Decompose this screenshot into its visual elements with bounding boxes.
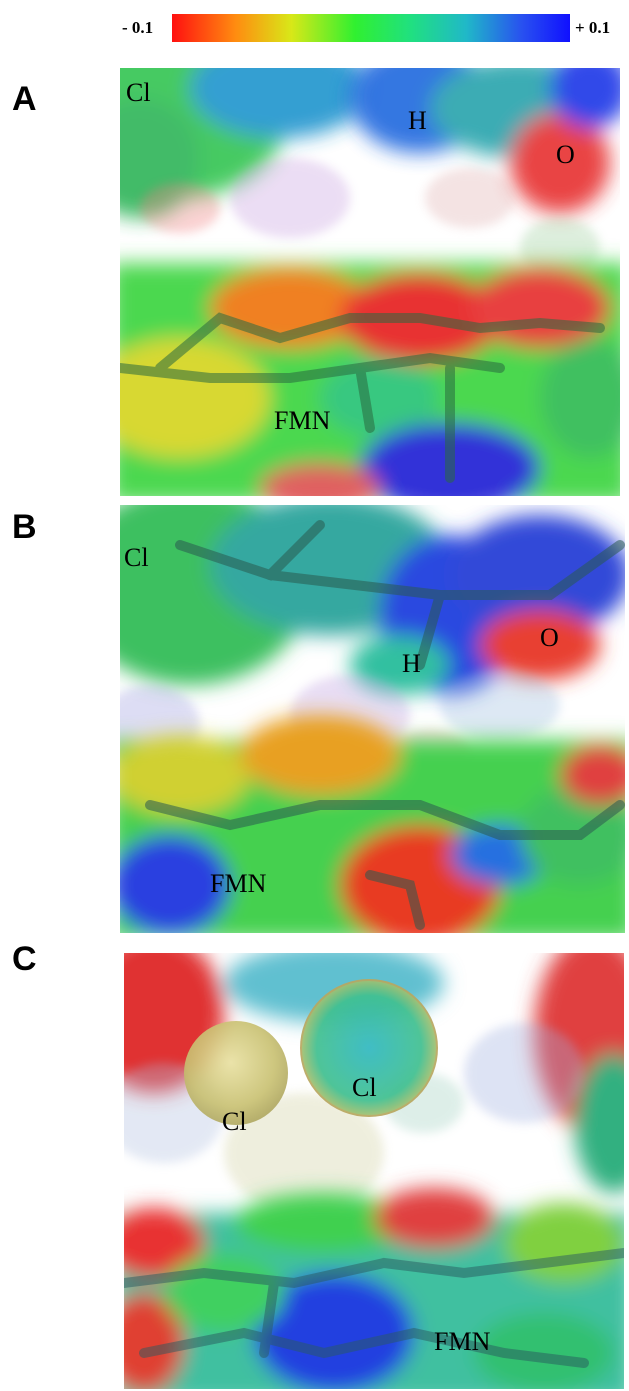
- atom-label-fmn: FMN: [274, 406, 331, 435]
- atom-label-cl-2: Cl: [352, 1073, 377, 1102]
- panel-b: Cl H O FMN: [120, 505, 625, 933]
- panel-c-surface-render: [124, 953, 624, 1389]
- panel-c: Cl Cl FMN: [124, 953, 624, 1389]
- panel-a-surface-render: [120, 68, 620, 496]
- atom-label-cl: Cl: [126, 78, 151, 107]
- atom-label-h: H: [408, 106, 427, 135]
- atom-label-fmn: FMN: [210, 869, 267, 898]
- scale-gradient-bar: [172, 14, 570, 42]
- panel-a: Cl H O FMN: [120, 68, 620, 496]
- panel-a-letter: A: [12, 80, 37, 118]
- atom-label-o: O: [540, 623, 559, 652]
- scale-max-label: + 0.1: [575, 18, 611, 37]
- atom-label-fmn: FMN: [434, 1327, 491, 1356]
- potential-color-scale: - 0.1 + 0.1: [0, 8, 629, 42]
- atom-label-cl: Cl: [124, 543, 149, 572]
- panel-b-letter: B: [12, 508, 37, 546]
- atom-label-h: H: [402, 649, 421, 678]
- scale-min-label: - 0.1: [122, 18, 154, 37]
- panel-c-letter: C: [12, 940, 37, 978]
- atom-label-cl-1: Cl: [222, 1107, 247, 1136]
- panel-b-surface-render: [120, 505, 625, 933]
- atom-label-o: O: [556, 140, 575, 169]
